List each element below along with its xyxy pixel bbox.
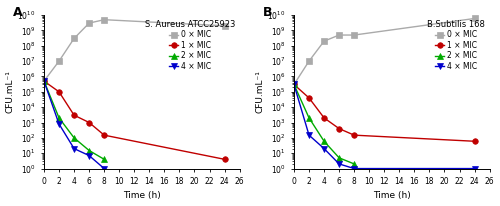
0 × MIC (351, 34, 357, 36)
1 × MIC (41, 80, 47, 82)
4 × MIC (351, 167, 357, 170)
0 × MIC (222, 25, 228, 27)
2 × MIC (41, 80, 47, 82)
4 × MIC (291, 83, 297, 86)
0 × MIC (41, 80, 47, 82)
Line: 2 × MIC: 2 × MIC (41, 78, 107, 162)
X-axis label: Time (h): Time (h) (373, 191, 410, 200)
1 × MIC (472, 140, 478, 143)
4 × MIC (41, 80, 47, 82)
2 × MIC (321, 140, 327, 143)
1 × MIC (56, 91, 62, 93)
0 × MIC (306, 60, 312, 62)
Text: A: A (12, 6, 22, 19)
2 × MIC (336, 157, 342, 159)
0 × MIC (56, 60, 62, 62)
1 × MIC (222, 158, 228, 160)
4 × MIC (472, 167, 478, 170)
1 × MIC (291, 83, 297, 86)
0 × MIC (86, 22, 92, 24)
1 × MIC (321, 117, 327, 119)
Legend: 0 × MIC, 1 × MIC, 2 × MIC, 4 × MIC: 0 × MIC, 1 × MIC, 2 × MIC, 4 × MIC (426, 19, 486, 71)
4 × MIC (71, 147, 77, 150)
4 × MIC (56, 123, 62, 125)
4 × MIC (336, 163, 342, 165)
Legend: 0 × MIC, 1 × MIC, 2 × MIC, 4 × MIC: 0 × MIC, 1 × MIC, 2 × MIC, 4 × MIC (144, 19, 236, 71)
0 × MIC (321, 40, 327, 42)
Line: 4 × MIC: 4 × MIC (41, 78, 107, 171)
2 × MIC (71, 137, 77, 139)
2 × MIC (86, 149, 92, 152)
0 × MIC (71, 37, 77, 40)
Line: 1 × MIC: 1 × MIC (291, 82, 478, 144)
4 × MIC (101, 167, 107, 170)
2 × MIC (101, 158, 107, 160)
0 × MIC (291, 83, 297, 86)
Line: 2 × MIC: 2 × MIC (291, 82, 357, 167)
4 × MIC (321, 147, 327, 150)
1 × MIC (86, 121, 92, 124)
Line: 1 × MIC: 1 × MIC (41, 78, 228, 162)
X-axis label: Time (h): Time (h) (123, 191, 160, 200)
Line: 0 × MIC: 0 × MIC (291, 16, 478, 87)
4 × MIC (86, 154, 92, 157)
2 × MIC (291, 83, 297, 86)
0 × MIC (101, 19, 107, 21)
Line: 4 × MIC: 4 × MIC (291, 82, 478, 171)
0 × MIC (472, 17, 478, 20)
1 × MIC (351, 134, 357, 136)
2 × MIC (306, 117, 312, 119)
4 × MIC (306, 134, 312, 136)
2 × MIC (351, 163, 357, 165)
1 × MIC (306, 97, 312, 99)
Line: 0 × MIC: 0 × MIC (41, 17, 228, 84)
1 × MIC (336, 127, 342, 130)
1 × MIC (101, 134, 107, 136)
Y-axis label: CFU.mL⁻¹: CFU.mL⁻¹ (6, 70, 15, 113)
2 × MIC (56, 117, 62, 119)
0 × MIC (336, 34, 342, 36)
Y-axis label: CFU.mL⁻¹: CFU.mL⁻¹ (256, 70, 264, 113)
Text: B: B (262, 6, 272, 19)
1 × MIC (71, 114, 77, 116)
